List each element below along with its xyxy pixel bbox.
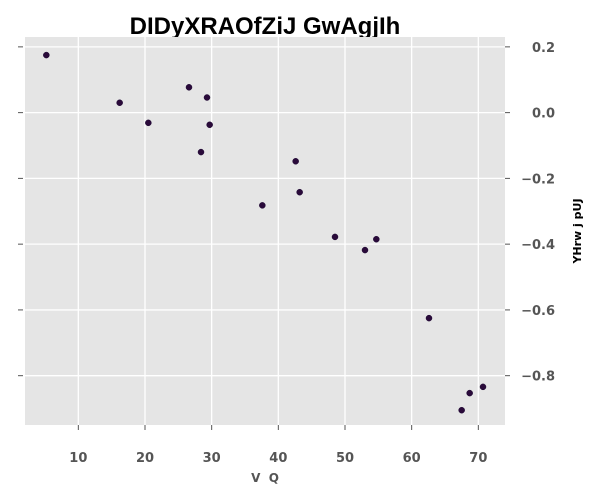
x-tick-label: 30 <box>203 451 221 466</box>
axis-ticks: 10 20 30 40 50 60 70 0.2 0.0 −0.2 −0.4 −0.6 −0.8 <box>18 41 555 466</box>
data-point <box>43 51 50 59</box>
y-tick-label: 0.0 <box>532 107 555 122</box>
data-point <box>197 148 205 156</box>
x-tick-label: 40 <box>269 451 287 466</box>
data-point <box>373 235 380 243</box>
data-point <box>458 406 465 414</box>
data-point <box>145 119 152 127</box>
data-point <box>292 158 299 165</box>
y-tick-label: −0.6 <box>521 304 555 319</box>
data-point <box>361 246 369 254</box>
data-points <box>43 51 487 414</box>
x-tick-label: 60 <box>403 451 421 466</box>
grid <box>25 37 505 425</box>
data-point <box>259 202 266 209</box>
data-point <box>425 314 433 322</box>
data-point <box>296 188 303 196</box>
y-tick-label: −0.8 <box>521 370 555 385</box>
x-tick-label: 50 <box>336 451 354 466</box>
data-point <box>479 383 487 391</box>
y-tick-label: 0.2 <box>532 41 555 56</box>
chart-title: DIDyXRAOfZiJ GwAgjIh <box>130 13 401 40</box>
x-tick-label: 20 <box>136 451 154 466</box>
y-tick-label: −0.2 <box>521 172 555 187</box>
data-point <box>206 121 213 129</box>
data-point <box>331 233 339 241</box>
data-point <box>116 99 123 107</box>
data-point <box>203 94 211 101</box>
y-axis-label: YHrw j pUJ <box>571 198 584 264</box>
data-point <box>185 84 193 91</box>
y-tick-label: −0.4 <box>521 238 555 253</box>
x-tick-label: 10 <box>69 451 87 466</box>
data-point <box>466 389 473 397</box>
plot-area <box>25 37 505 425</box>
x-tick-label: 70 <box>469 451 487 466</box>
x-axis-label: V Q <box>251 471 279 485</box>
